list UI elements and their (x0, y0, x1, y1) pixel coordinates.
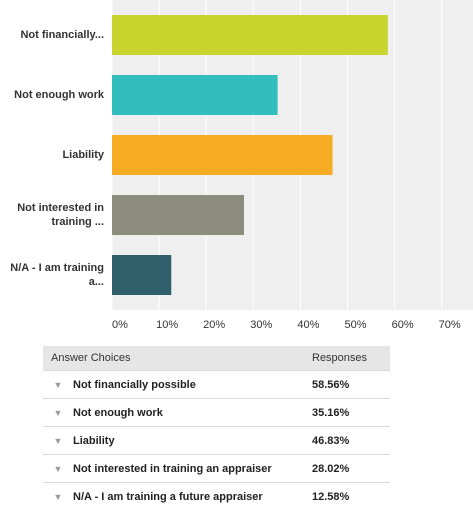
expand-arrow-icon[interactable]: ▼ (43, 370, 73, 399)
category-label: N/A - I am training a... (10, 262, 104, 288)
bar (112, 135, 333, 175)
answer-table: Answer Choices Responses ▼ Not financiall… (43, 346, 390, 510)
answer-choices-header: Answer Choices (43, 346, 312, 371)
table-row: ▼ N/A - I am training a future appraiser 1… (43, 482, 390, 510)
expand-arrow-icon[interactable]: ▼ (43, 482, 73, 510)
answer-choice: Not enough work (73, 398, 312, 427)
answer-choice: N/A - I am training a future appraiser (73, 482, 312, 510)
response-value: 28.02% (312, 454, 390, 483)
expand-arrow-icon[interactable]: ▼ (43, 426, 73, 455)
x-tick-label: 0% (112, 319, 128, 331)
category-label: Not enough work (14, 89, 104, 101)
expand-arrow-icon[interactable]: ▼ (43, 454, 73, 483)
response-value: 58.56% (312, 370, 390, 399)
table-row: ▼ Liability 46.83% (43, 426, 390, 455)
table-header-row: Answer Choices Responses (43, 346, 390, 371)
category-label: Not interested in training ... (17, 202, 104, 228)
response-value: 46.83% (312, 426, 390, 455)
table-row: ▼ Not enough work 35.16% (43, 398, 390, 427)
bar (112, 255, 172, 295)
response-value: 35.16% (312, 398, 390, 427)
bar (112, 75, 278, 115)
category-label: Not financially... (20, 29, 104, 41)
response-value: 12.58% (312, 482, 390, 510)
x-tick-label: 10% (156, 319, 178, 331)
responses-header: Responses (312, 346, 390, 371)
x-tick-label: 20% (203, 319, 225, 331)
bar-chart: 0% 10% 20% 30% 40% 50% 60% 70% (111, 0, 473, 331)
table-row: ▼ Not interested in training an appraiser… (43, 454, 390, 483)
table-row: ▼ Not financially possible 58.56% (43, 370, 390, 399)
answer-choice: Liability (73, 426, 312, 455)
category-label: Liability (62, 149, 104, 161)
bar (112, 195, 244, 235)
x-tick-label: 60% (392, 319, 414, 331)
bar (112, 15, 388, 55)
x-tick-label: 30% (250, 319, 272, 331)
answer-choice: Not financially possible (73, 370, 312, 399)
x-tick-label: 40% (297, 319, 319, 331)
expand-arrow-icon[interactable]: ▼ (43, 398, 73, 427)
x-tick-label: 50% (344, 319, 366, 331)
x-tick-label: 70% (439, 319, 461, 331)
answer-choice: Not interested in training an appraiser (73, 454, 312, 483)
